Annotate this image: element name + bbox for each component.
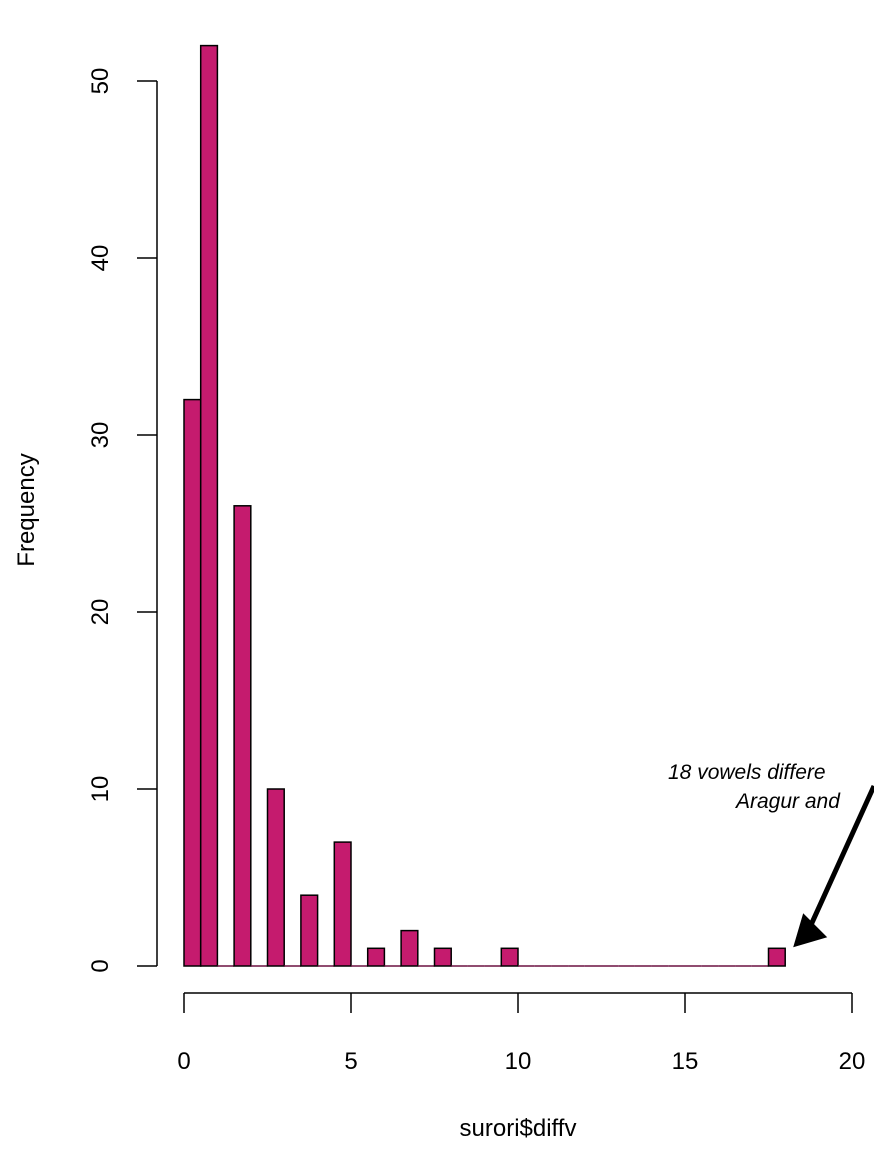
y-tick-label: 0 xyxy=(87,959,114,972)
x-tick-label: 0 xyxy=(177,1048,190,1075)
histogram-bar xyxy=(366,947,386,967)
histogram-bar xyxy=(500,947,519,967)
histogram-bar xyxy=(300,894,319,967)
x-tick-label: 20 xyxy=(839,1048,866,1075)
arrow-shaft xyxy=(804,784,874,935)
x-tick-label: 15 xyxy=(672,1048,699,1075)
y-tick-label: 50 xyxy=(87,68,114,95)
y-axis-ticks: 0 10 20 30 40 50 xyxy=(87,68,157,973)
histogram-bar xyxy=(433,947,452,967)
y-tick-label: 40 xyxy=(87,245,114,272)
y-tick-label: 30 xyxy=(87,422,114,449)
arrow-head xyxy=(793,913,828,948)
x-tick-label: 10 xyxy=(505,1048,532,1075)
histogram-bar xyxy=(199,44,219,967)
histogram-bar xyxy=(266,788,285,967)
y-tick-label: 10 xyxy=(87,776,114,803)
y-axis-label: Frequency xyxy=(13,453,40,566)
x-axis-label: surori$diffv xyxy=(460,1115,577,1142)
annotation-line-2: Aragur and xyxy=(734,790,841,813)
annotation: 18 vowels differe Aragur and xyxy=(668,761,874,948)
x-axis-ticks: 0 5 10 15 20 xyxy=(177,993,865,1075)
annotation-arrow xyxy=(793,784,874,948)
histogram-bar xyxy=(183,398,202,967)
x-tick-label: 5 xyxy=(344,1048,357,1075)
histogram-bar xyxy=(333,841,352,967)
histogram-bar xyxy=(767,947,786,967)
histogram-bar xyxy=(233,505,252,967)
bars-layer xyxy=(183,44,786,967)
y-tick-label: 20 xyxy=(87,599,114,626)
histogram-bar xyxy=(400,929,419,967)
annotation-line-1: 18 vowels differe xyxy=(668,761,826,784)
